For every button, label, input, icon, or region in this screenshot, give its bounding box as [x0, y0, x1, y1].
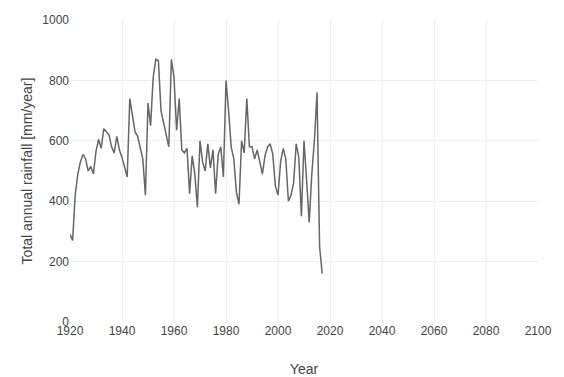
svg-text:1960: 1960 [161, 324, 188, 338]
svg-text:600: 600 [49, 134, 69, 148]
svg-text:Total annual rainfall [mm/year: Total annual rainfall [mm/year] [19, 78, 35, 265]
svg-text:2020: 2020 [317, 324, 344, 338]
svg-text:2060: 2060 [421, 324, 448, 338]
svg-text:1940: 1940 [109, 324, 136, 338]
svg-text:2080: 2080 [473, 324, 500, 338]
svg-text:1980: 1980 [213, 324, 240, 338]
svg-text:1920: 1920 [57, 324, 84, 338]
svg-text:2040: 2040 [369, 324, 396, 338]
svg-text:0: 0 [62, 315, 69, 329]
svg-text:2000: 2000 [265, 324, 292, 338]
svg-text:1000: 1000 [42, 13, 69, 27]
svg-text:200: 200 [49, 255, 69, 269]
svg-text:Year: Year [290, 361, 319, 377]
svg-text:2100: 2100 [525, 324, 552, 338]
svg-text:400: 400 [49, 194, 69, 208]
svg-text:800: 800 [49, 74, 69, 88]
